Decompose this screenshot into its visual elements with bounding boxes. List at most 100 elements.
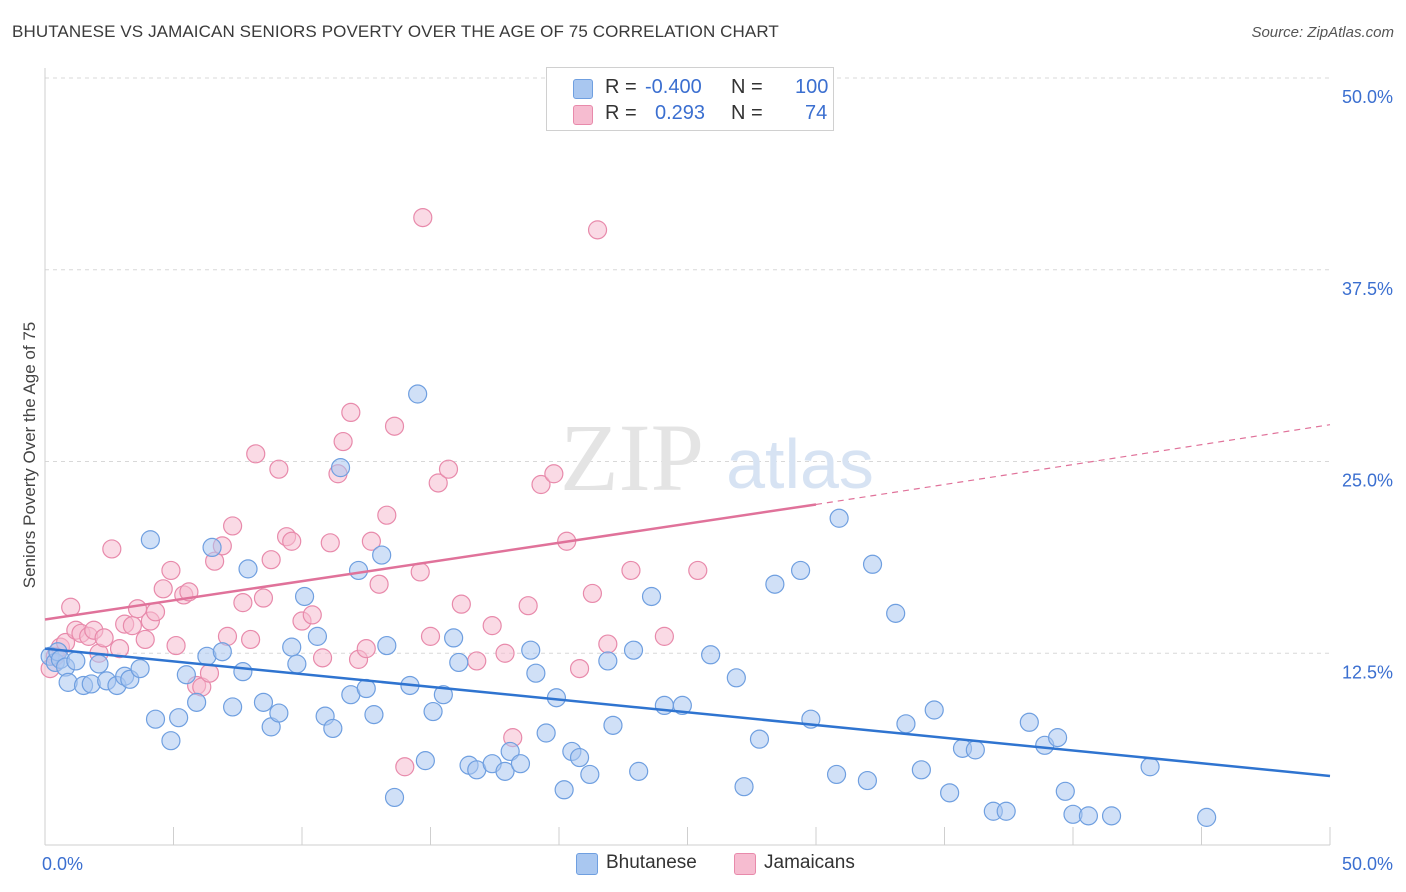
jamaicans-point-69 <box>621 560 641 581</box>
bhutanese-point-45 <box>408 384 428 404</box>
jamaicans-point-30 <box>223 516 243 536</box>
bhutanese-point-83 <box>886 603 906 623</box>
bhutanese-point-57 <box>521 640 541 660</box>
bhutanese-point-85 <box>911 760 931 780</box>
jamaicans-point-26 <box>199 663 220 683</box>
bhutanese-point-67 <box>623 640 644 660</box>
legend-label-bhutanese: Bhutanese <box>606 852 697 873</box>
bhutanese-point-26 <box>238 559 258 579</box>
bhutanese-point-38 <box>348 560 369 581</box>
jamaicans-point-21 <box>166 635 186 656</box>
bhutanese-point-50 <box>449 652 469 673</box>
bhutanese-point-16 <box>145 709 166 729</box>
jamaicans-point-57 <box>451 594 471 614</box>
bhutanese-point-79 <box>829 508 849 528</box>
jamaicans-swatch <box>573 105 593 125</box>
jamaicans-point-35 <box>261 550 281 570</box>
bhutanese-point-81 <box>857 770 878 791</box>
r-label: R = <box>605 76 637 98</box>
bhutanese-point-19 <box>176 665 196 685</box>
watermark-atlas: atlas <box>726 425 874 503</box>
bhutanese-point-6 <box>66 651 86 671</box>
bhutanese-point-46 <box>415 751 435 771</box>
x-tick-label-0: 0.0% <box>42 854 83 874</box>
bhutanese-point-73 <box>726 668 746 688</box>
bhutanese-point-99 <box>1140 757 1160 777</box>
bhutanese-point-24 <box>223 697 243 717</box>
bhutanese-point-72 <box>701 645 721 665</box>
y-tick-label-2: 37.5% <box>1342 279 1393 299</box>
bhutanese-point-47 <box>423 701 443 722</box>
jamaicans-point-51 <box>384 416 405 436</box>
bhutanese-point-30 <box>282 637 302 657</box>
jamaicans-point-48 <box>361 531 381 551</box>
jamaicans-point-60 <box>495 643 515 663</box>
bhutanese-point-18 <box>169 708 189 728</box>
jamaicans-point-33 <box>246 444 266 464</box>
bhutanese-point-84 <box>896 714 916 734</box>
bhutanese-point-86 <box>924 700 944 720</box>
jamaicans-point-18 <box>145 602 166 622</box>
jamaicans-point-10 <box>94 628 114 648</box>
jamaicans-point-38 <box>282 531 302 551</box>
bhutanese-point-65 <box>598 651 618 671</box>
bhutanese-point-92 <box>1019 712 1039 732</box>
bhutanese-point-95 <box>1055 781 1075 801</box>
jamaicans-point-54 <box>420 626 441 646</box>
jamaicans-trend-line <box>44 503 817 621</box>
jamaicans-point-41 <box>312 648 333 668</box>
jamaicans-point-70 <box>654 626 674 646</box>
bhutanese-point-68 <box>629 761 649 781</box>
r-value: 0.293 <box>655 102 706 124</box>
bhutanese-point-8 <box>81 674 101 694</box>
jamaicans-point-52 <box>395 757 415 777</box>
bhutanese-point-54 <box>495 761 515 781</box>
jamaicans-point-19 <box>153 579 173 599</box>
jamaicans-point-73 <box>587 220 608 240</box>
jamaicans-point-14 <box>122 616 142 636</box>
jamaicans-trend-extension <box>815 424 1331 506</box>
bhutanese-point-97 <box>1078 806 1099 826</box>
bhutanese-point-71 <box>672 695 692 716</box>
jamaicans-point-32 <box>241 629 261 650</box>
bhutanese-point-56 <box>510 754 531 774</box>
axes <box>44 68 1331 846</box>
bhutanese-point-55 <box>500 741 520 762</box>
bhutanese-point-15 <box>140 530 160 550</box>
n-value: 74 <box>805 102 828 124</box>
bhutanese-point-82 <box>862 554 883 574</box>
bhutanese-points <box>40 384 1217 827</box>
bhutanese-point-41 <box>372 545 392 565</box>
jamaicans-point-44 <box>333 431 353 452</box>
bhutanese-point-27 <box>253 692 274 712</box>
bhutanese-swatch <box>576 853 598 875</box>
watermark: ZIP atlas <box>560 404 874 511</box>
bhutanese-point-98 <box>1101 806 1122 826</box>
bhutanese-point-5 <box>58 672 78 692</box>
watermark-zip: ZIP <box>560 404 704 511</box>
bhutanese-point-40 <box>364 705 384 725</box>
chart-source: Source: ZipAtlas.com <box>1251 24 1394 41</box>
bhutanese-point-80 <box>826 764 847 785</box>
bhutanese-point-20 <box>187 692 207 712</box>
y-tick-label-0: 12.5% <box>1342 662 1393 682</box>
bhutanese-point-69 <box>641 586 662 607</box>
bhutanese-point-75 <box>749 729 770 749</box>
n-label: N = <box>731 102 763 124</box>
correlation-legend: R = -0.400 N = 100 R = 0.293 N = 74 <box>546 67 834 131</box>
jamaicans-point-55 <box>428 473 448 493</box>
bhutanese-point-43 <box>384 787 405 808</box>
bhutanese-point-49 <box>444 628 464 648</box>
bhutanese-point-42 <box>377 635 397 656</box>
jamaicans-point-11 <box>102 539 122 559</box>
bhutanese-point-31 <box>287 654 307 674</box>
jamaicans-point-36 <box>269 459 289 479</box>
bhutanese-point-77 <box>790 560 811 581</box>
bhutanese-point-14 <box>130 658 150 679</box>
jamaicans-point-71 <box>688 560 708 581</box>
chart-title: BHUTANESE VS JAMAICAN SENIORS POVERTY OV… <box>12 22 779 41</box>
bhutanese-point-74 <box>734 777 754 797</box>
bhutanese-point-22 <box>202 537 222 558</box>
jamaicans-point-72 <box>413 207 433 228</box>
legend-label-jamaicans: Jamaicans <box>764 852 855 873</box>
